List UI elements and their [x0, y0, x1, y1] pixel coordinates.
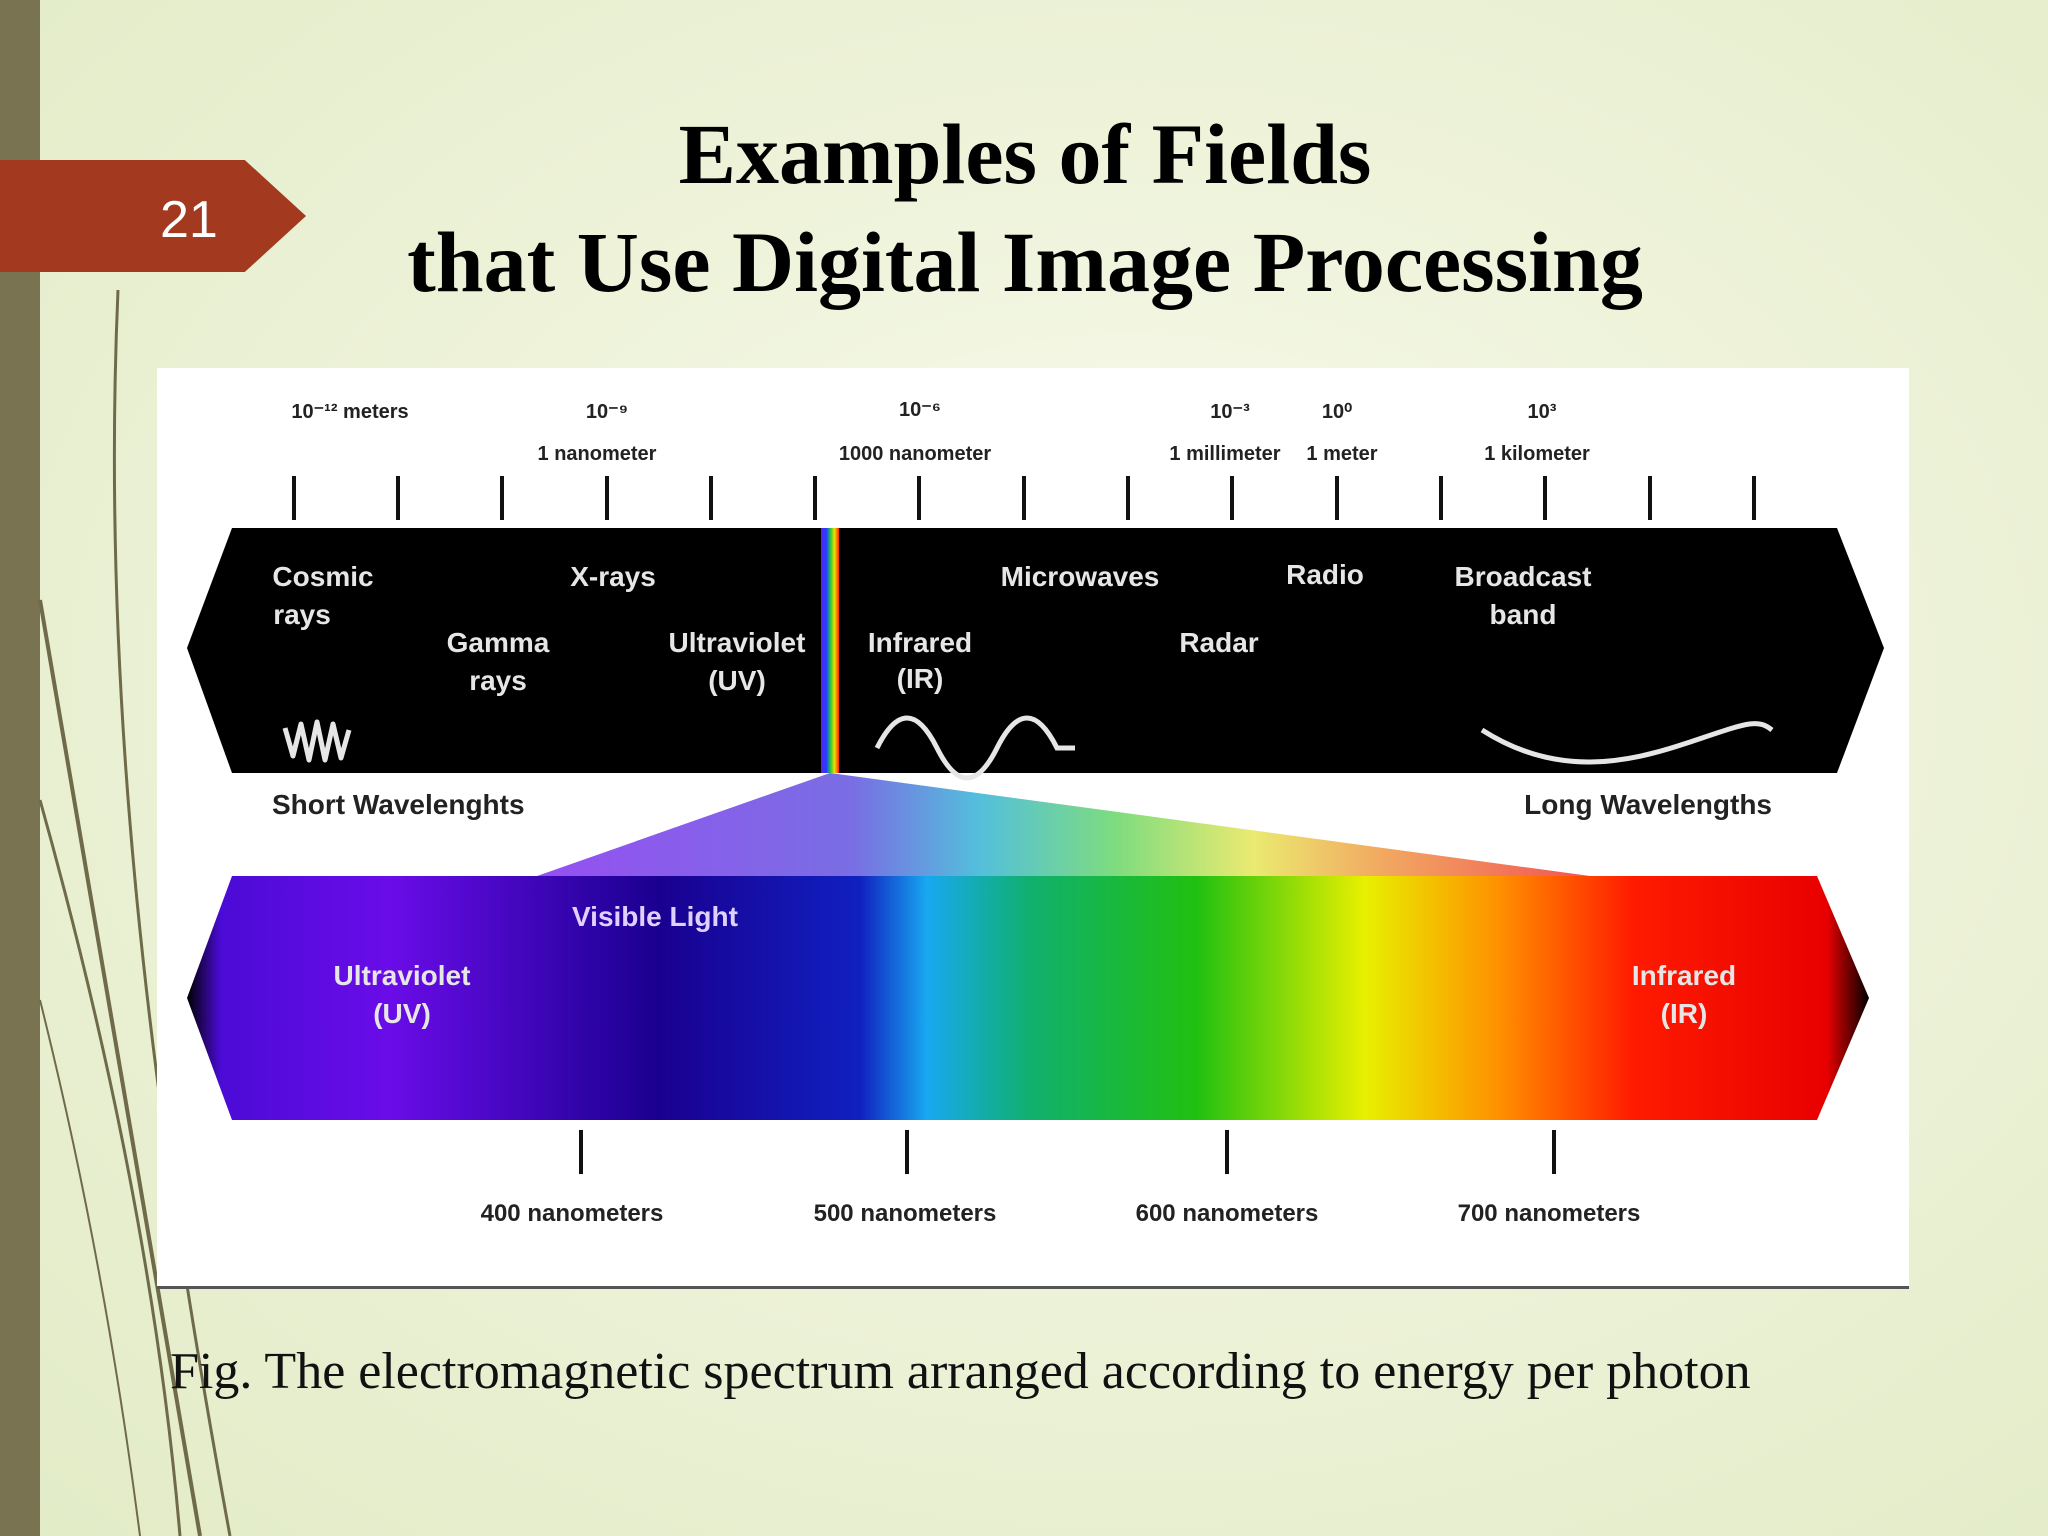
scale-exponent-labels: 10⁻¹² meters 10⁻⁹ 10⁻⁶ 10⁻³ 10⁰ 10³	[291, 399, 1556, 423]
long-wave-icon	[1480, 721, 1774, 765]
short-wavelengths-label: Short Wavelenghts	[272, 789, 525, 820]
nm-label-400: 400 nanometers	[481, 1200, 664, 1227]
long-wavelengths-label: Long Wavelengths	[1524, 789, 1772, 820]
visible-uv-label-2: (UV)	[373, 998, 431, 1029]
decorative-lines	[38, 289, 232, 1536]
visible-strip	[821, 528, 839, 773]
ir-label-1: Infrared	[868, 627, 972, 658]
visible-ir-label-1: Infrared	[1632, 960, 1736, 991]
band-labels: Cosmic rays Gamma rays X-rays Ultraviole…	[272, 559, 1591, 696]
nanometer-ticks	[579, 1130, 1556, 1174]
gamma-rays-label-1: Gamma	[447, 627, 550, 658]
visible-ir-label-2: (IR)	[1661, 998, 1708, 1029]
visible-light-band	[187, 876, 1869, 1120]
scale-exponent-4: 10⁰	[1322, 401, 1352, 423]
broadcast-band-label-1: Broadcast	[1455, 561, 1592, 592]
scale-unit-4: 1 kilometer	[1484, 443, 1590, 465]
ir-label-2: (IR)	[897, 663, 944, 694]
nm-label-600: 600 nanometers	[1136, 1200, 1319, 1227]
uv-label-2: (UV)	[708, 665, 766, 696]
slide-title: Examples of Fields that Use Digital Imag…	[300, 100, 1750, 316]
nanometer-labels: 400 nanometers 500 nanometers 600 nanome…	[481, 1200, 1641, 1227]
scale-exponent-5: 10³	[1528, 401, 1557, 423]
x-rays-label: X-rays	[570, 561, 656, 592]
uv-label-1: Ultraviolet	[669, 627, 806, 658]
gamma-rays-label-2: rays	[469, 665, 527, 696]
title-line-1: Examples of Fields	[678, 106, 1372, 202]
visible-light-title: Visible Light	[572, 901, 738, 932]
spectrum-figure: 10⁻¹² meters 10⁻⁹ 10⁻⁶ 10⁻³ 10⁰ 10³ 1 na…	[157, 368, 1909, 1289]
cosmic-rays-label-2: rays	[273, 599, 331, 630]
title-line-2: that Use Digital Image Processing	[407, 214, 1643, 310]
visible-light-fan	[537, 773, 1590, 876]
scale-exponent-3: 10⁻³	[1210, 401, 1250, 423]
scale-unit-0: 1 nanometer	[538, 443, 657, 465]
radio-label: Radio	[1286, 559, 1364, 590]
slide-number-badge	[0, 160, 306, 272]
scale-exponent-1: 10⁻⁹	[586, 401, 628, 423]
visible-uv-label-1: Ultraviolet	[334, 960, 471, 991]
scale-unit-3: 1 meter	[1306, 443, 1377, 465]
visible-band-labels: Ultraviolet (UV) Infrared (IR)	[334, 960, 1737, 1029]
figure-caption: Fig. The electromagnetic spectrum arrang…	[170, 1343, 1751, 1400]
scale-unit-labels: 1 nanometer 1000 nanometer 1 millimeter …	[538, 443, 1590, 465]
radar-label: Radar	[1179, 627, 1258, 658]
broadcast-band-label-2: band	[1490, 599, 1557, 630]
scale-ticks	[292, 476, 1756, 520]
scale-exponent-0: 10⁻¹² meters	[291, 401, 408, 423]
short-wave-icon	[282, 719, 352, 763]
nm-label-700: 700 nanometers	[1458, 1200, 1641, 1227]
scale-exponent-2: 10⁻⁶	[899, 399, 941, 421]
spectrum-diagram: 10⁻¹² meters 10⁻⁹ 10⁻⁶ 10⁻³ 10⁰ 10³ 1 na…	[187, 399, 1884, 1227]
microwaves-label: Microwaves	[1001, 561, 1160, 592]
nm-label-500: 500 nanometers	[814, 1200, 997, 1227]
scale-unit-2: 1 millimeter	[1169, 443, 1280, 465]
cosmic-rays-label-1: Cosmic	[272, 561, 373, 592]
scale-unit-1: 1000 nanometer	[839, 443, 992, 465]
medium-wave-icon	[874, 715, 1075, 781]
em-spectrum-band	[187, 528, 1884, 773]
slide-number: 21	[160, 191, 218, 249]
